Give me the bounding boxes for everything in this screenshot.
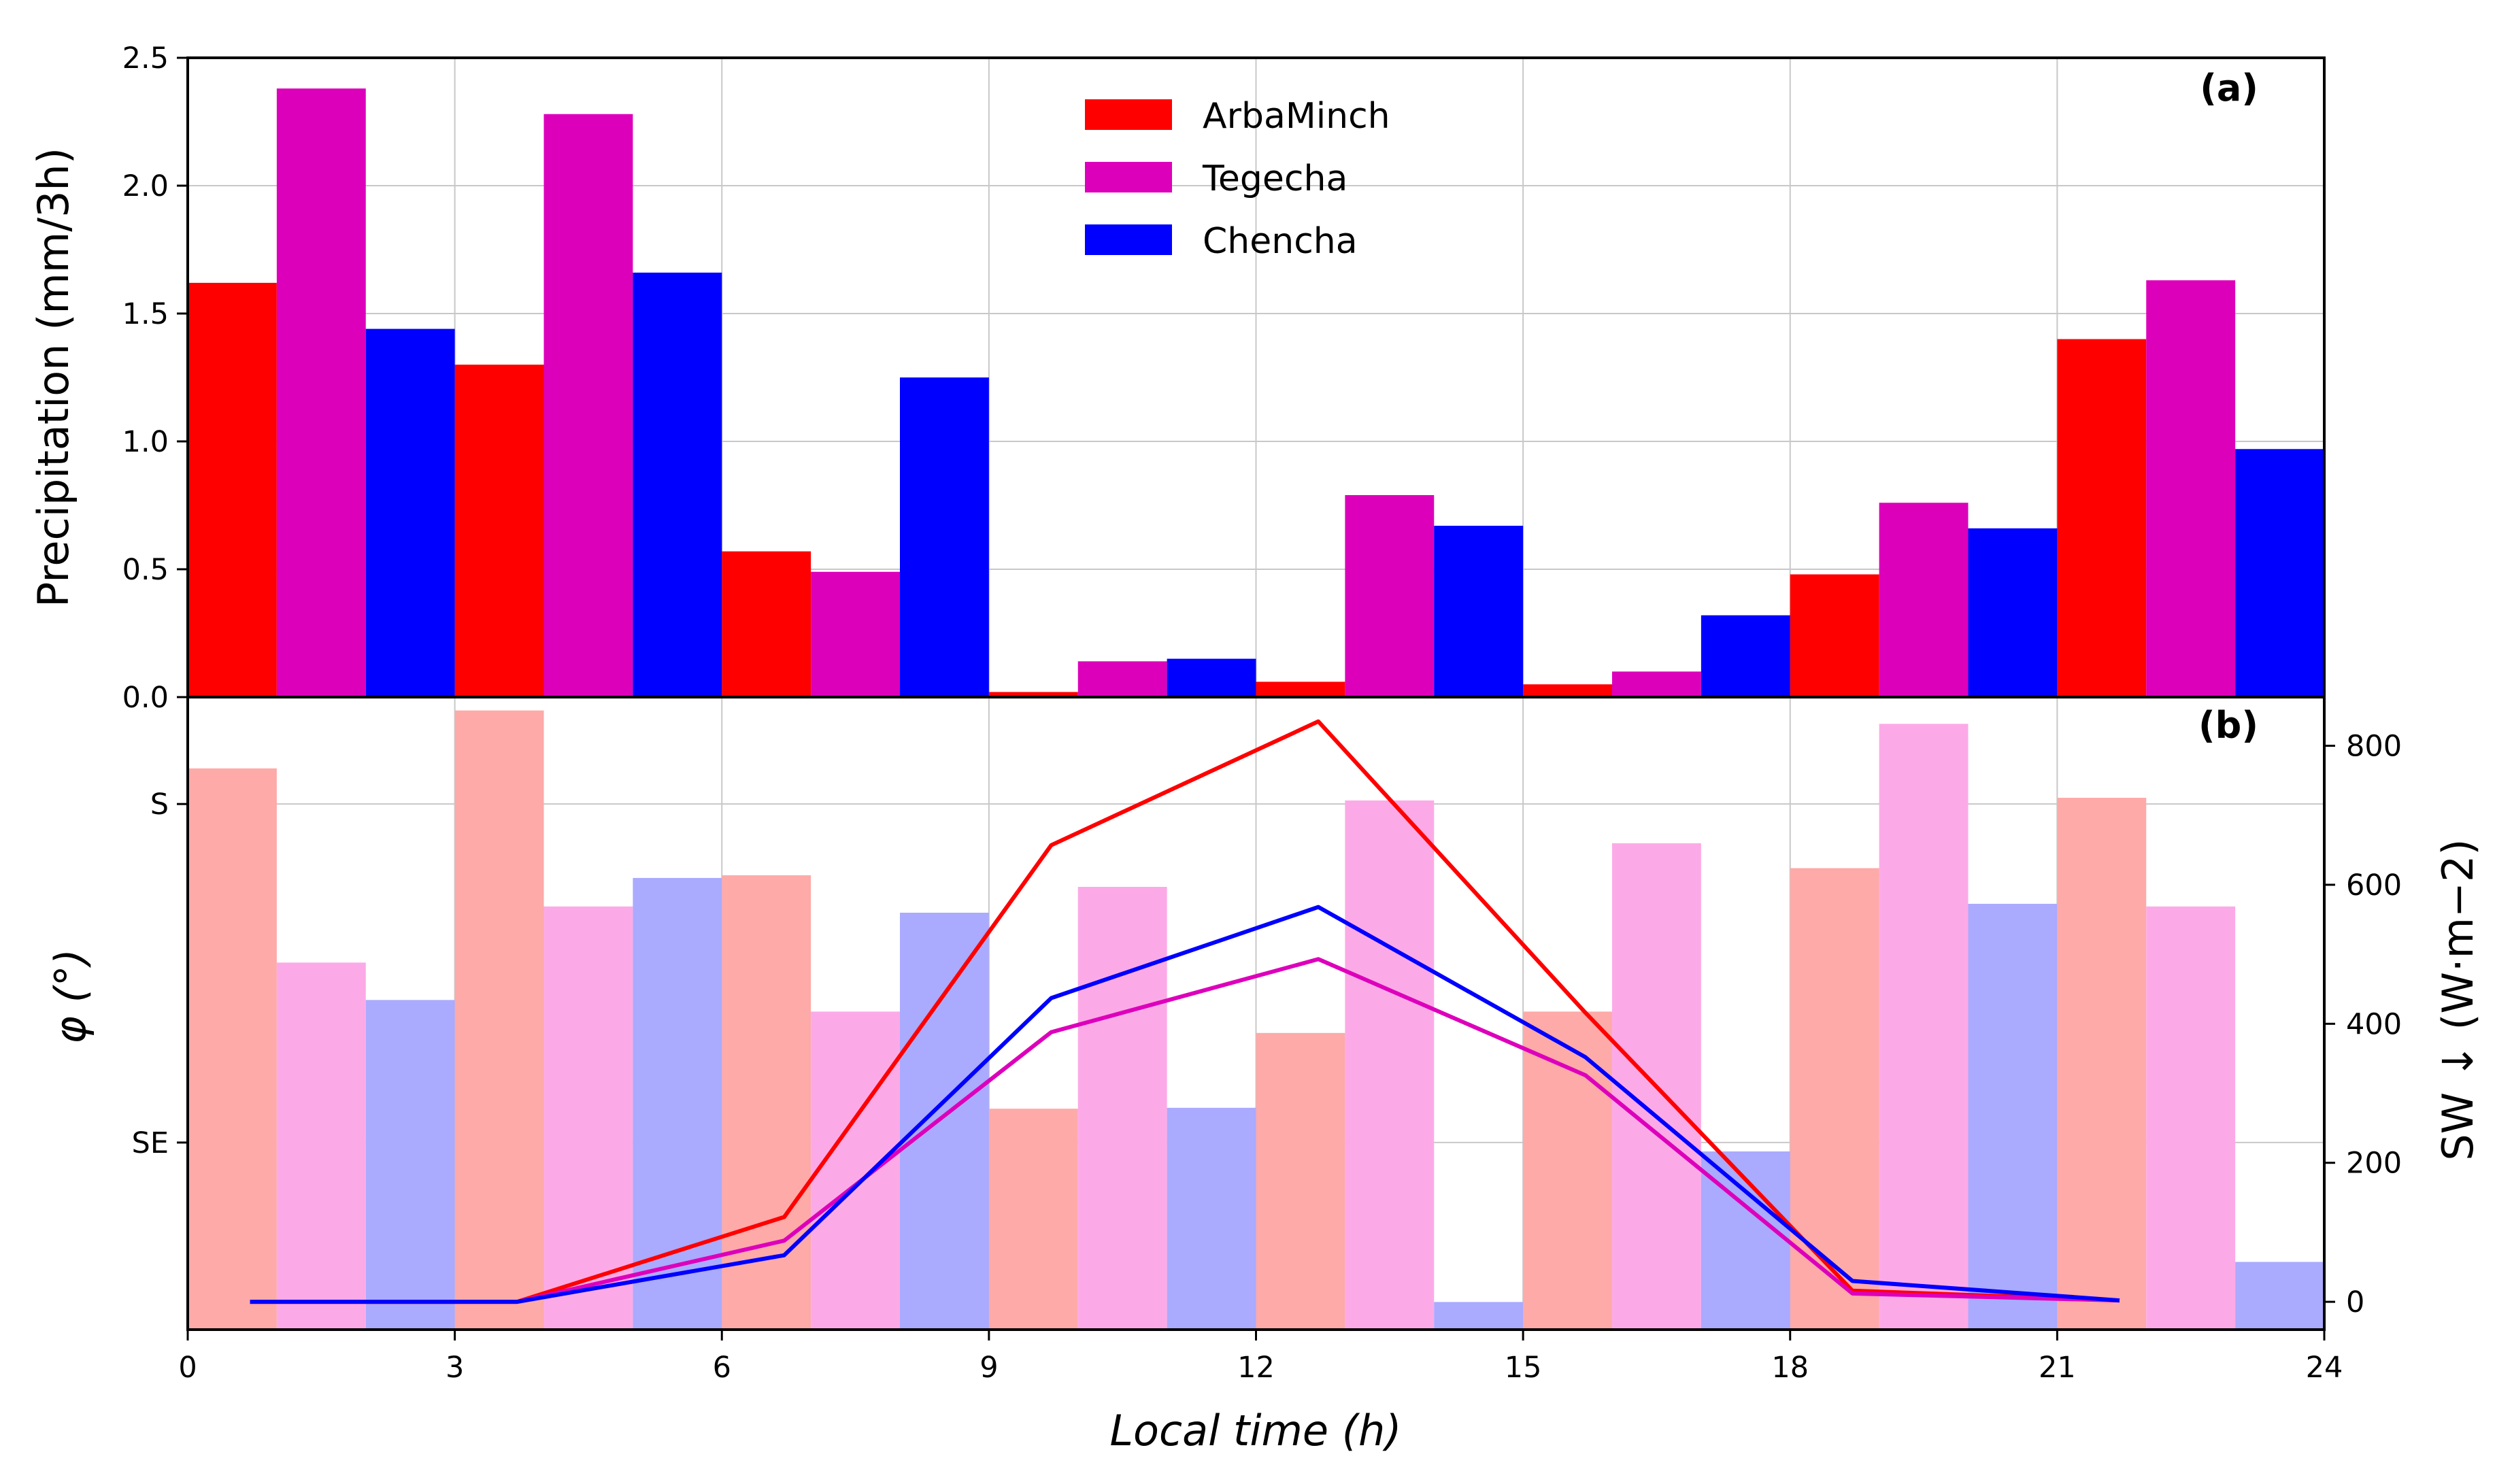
panel-b-ytick-right-label-3: 600 bbox=[2346, 869, 2402, 903]
legend-swatch-tegecha bbox=[1085, 162, 1172, 192]
legend: ArbaMinch Tegecha Chencha bbox=[1085, 96, 1390, 262]
panel-a-label: (a) bbox=[2200, 67, 2258, 109]
panel-b-lines bbox=[250, 719, 2120, 1304]
panel-a-bar-arbaminch-7 bbox=[2057, 339, 2147, 698]
panel-b-line-chencha bbox=[250, 905, 2120, 1304]
panel-b-label: (b) bbox=[2198, 704, 2258, 747]
panel-a-bar-arbaminch-6 bbox=[1790, 574, 1879, 697]
panel-b-ytick-left-label-1: S bbox=[150, 788, 169, 822]
panel-b-bar-chencha-4 bbox=[1434, 1302, 1524, 1330]
panel-a-bar-arbaminch-0 bbox=[188, 282, 277, 697]
legend-swatch-chencha bbox=[1085, 224, 1172, 255]
panel-a-bar-tegecha-3 bbox=[1077, 661, 1167, 697]
panel-a-ytick-label-3: 1.5 bbox=[122, 297, 169, 331]
panel-b-xtick-label-0: 0 bbox=[178, 1351, 197, 1385]
panel-a-bar-arbaminch-5 bbox=[1523, 684, 1612, 697]
panel-b-bar-tegecha-2 bbox=[811, 1011, 900, 1330]
panel-b-bar-arbaminch-6 bbox=[1790, 868, 1879, 1330]
panel-a-bar-arbaminch-3 bbox=[988, 692, 1078, 697]
panel-a-ytick-label-0: 0.0 bbox=[122, 681, 169, 715]
panel-a-bar-tegecha-5 bbox=[1612, 671, 1701, 697]
panel-a-ytick-label-2: 1.0 bbox=[122, 425, 169, 459]
panel-b-ytick-right-label-4: 800 bbox=[2346, 730, 2402, 764]
panel-b-bar-tegecha-1 bbox=[543, 906, 633, 1330]
panel-b-bar-arbaminch-7 bbox=[2057, 798, 2147, 1330]
panel-b-bar-tegecha-4 bbox=[1345, 800, 1435, 1330]
panel-b-ylabel-left: φ (°) bbox=[46, 949, 95, 1044]
panel-a-bar-tegecha-6 bbox=[1879, 503, 1969, 697]
panel-a-bar-chencha-5 bbox=[1701, 615, 1790, 697]
panel-a-bar-arbaminch-2 bbox=[722, 551, 811, 697]
panel-b-bar-tegecha-7 bbox=[2146, 906, 2236, 1330]
panel-a-bar-arbaminch-4 bbox=[1256, 681, 1345, 697]
panel-b-xtick-label-3: 9 bbox=[979, 1351, 998, 1385]
panel-b-bar-arbaminch-2 bbox=[722, 875, 811, 1330]
panel-a-bar-chencha-0 bbox=[365, 328, 455, 697]
panel-b-bar-chencha-2 bbox=[900, 912, 989, 1330]
panel-a-bar-chencha-3 bbox=[1167, 658, 1256, 697]
panel-a-ytick-label-5: 2.5 bbox=[122, 41, 169, 75]
panel-a-bar-chencha-6 bbox=[1968, 528, 2058, 697]
panel-b-ylabel-right: SW ↓ (W·m−2) bbox=[2433, 839, 2483, 1160]
panel-b-xtick-label-5: 15 bbox=[1505, 1351, 1542, 1385]
panel-b-bar-chencha-1 bbox=[633, 877, 722, 1330]
panel-a-ytick-label-4: 2.0 bbox=[122, 169, 169, 203]
panel-a-bar-tegecha-4 bbox=[1345, 494, 1435, 697]
panel-b-line-tegecha bbox=[250, 957, 2120, 1304]
panel-b-bar-arbaminch-1 bbox=[454, 710, 544, 1330]
panel-b-bar-arbaminch-0 bbox=[188, 768, 277, 1330]
panel-a-bar-tegecha-1 bbox=[543, 114, 633, 698]
panel-b-bar-arbaminch-4 bbox=[1256, 1032, 1345, 1330]
panel-a-bar-chencha-4 bbox=[1434, 526, 1524, 697]
panel-b-bar-tegecha-3 bbox=[1077, 887, 1167, 1330]
panel-a-bar-chencha-2 bbox=[900, 377, 989, 697]
panel-b-bar-tegecha-0 bbox=[276, 962, 366, 1330]
panel-a-bar-tegecha-0 bbox=[276, 88, 366, 697]
panel-b-ytick-right-label-1: 200 bbox=[2346, 1147, 2402, 1181]
panel-b-xtick-label-1: 3 bbox=[446, 1351, 464, 1385]
panel-a-bar-chencha-7 bbox=[2235, 449, 2324, 697]
legend-label-tegecha: Tegecha bbox=[1202, 158, 1347, 199]
panel-b-xlabel: Local time (h) bbox=[1110, 1406, 1402, 1455]
panel-a-bar-arbaminch-1 bbox=[454, 365, 544, 697]
panel-b-bar-chencha-3 bbox=[1167, 1107, 1256, 1330]
panel-a-ytick-label-1: 0.5 bbox=[122, 553, 169, 587]
panel-b-bar-chencha-6 bbox=[1968, 903, 2058, 1330]
panel-b-xtick-label-7: 21 bbox=[2039, 1351, 2076, 1385]
panel-b-ytick-right-label-2: 400 bbox=[2346, 1007, 2402, 1041]
panel-a-bar-tegecha-7 bbox=[2146, 280, 2236, 697]
panel-a-bar-chencha-1 bbox=[633, 272, 722, 698]
legend-label-arbaminch: ArbaMinch bbox=[1203, 96, 1390, 137]
panel-a-bars bbox=[188, 88, 2324, 698]
panel-b-bars bbox=[188, 710, 2324, 1330]
panel-b-xtick-label-4: 12 bbox=[1237, 1351, 1275, 1385]
panel-b-bar-chencha-7 bbox=[2235, 1262, 2324, 1330]
panel-a-ylabel: Precipitation (mm/3h) bbox=[29, 148, 78, 607]
panel-b-ytick-right-label-0: 0 bbox=[2346, 1285, 2364, 1319]
legend-label-chencha: Chencha bbox=[1203, 221, 1358, 262]
axes-ticks: 0.0 0.5 1.0 1.5 2.0 2.5 SE S 0 200 400 600 800 0 3 6 9 12… bbox=[122, 41, 2402, 1385]
panel-b-xtick-label-2: 6 bbox=[713, 1351, 731, 1385]
panel-b-bar-tegecha-6 bbox=[1879, 724, 1969, 1330]
panel-b-bar-chencha-0 bbox=[365, 1000, 455, 1330]
panel-b-xtick-label-8: 24 bbox=[2306, 1351, 2343, 1385]
panel-b-bar-arbaminch-5 bbox=[1523, 1011, 1612, 1330]
panel-b-bar-arbaminch-3 bbox=[988, 1109, 1078, 1330]
panel-b-xtick-label-6: 18 bbox=[1771, 1351, 1809, 1385]
panel-a-bar-tegecha-2 bbox=[811, 571, 900, 697]
legend-swatch-arbaminch bbox=[1085, 99, 1172, 130]
panel-b-ytick-left-label-0: SE bbox=[132, 1126, 169, 1160]
